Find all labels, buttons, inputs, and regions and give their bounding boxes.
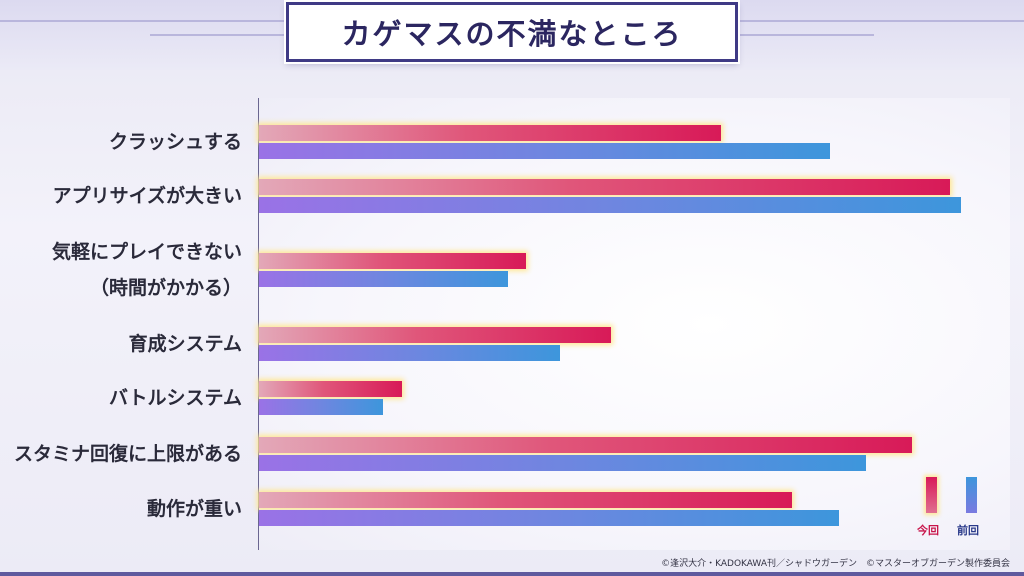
category-label: バトルシステム xyxy=(108,387,242,409)
bar-previous xyxy=(259,143,830,159)
bar-previous xyxy=(259,510,839,526)
legend-swatch-previous xyxy=(966,477,977,513)
header-decoration-right xyxy=(734,20,1024,22)
bar-current xyxy=(259,437,912,453)
category-label: 育成システム xyxy=(128,333,242,355)
bar-current xyxy=(259,327,611,343)
category-label: クラッシュする xyxy=(108,131,242,153)
header-decoration-left xyxy=(0,20,290,22)
bar-previous xyxy=(259,345,560,361)
header-decoration-right-2 xyxy=(734,34,874,36)
bar-current xyxy=(259,381,402,397)
copyright-notice: ©逢沢大介・KADOKAWA刊／シャドウガーデン ©マスターオブガーデン製作委員… xyxy=(661,559,1010,569)
bar-previous xyxy=(259,197,961,213)
title-box: カゲマスの不満なところ xyxy=(286,2,738,62)
category-label: 気軽にプレイできない （時間がかかる） xyxy=(51,241,242,299)
category-label: 動作が重い xyxy=(146,498,242,520)
header-decoration-left-2 xyxy=(150,34,290,36)
chart-title: カゲマスの不満なところ xyxy=(341,17,683,51)
legend-label-previous: 前回 xyxy=(957,524,979,537)
y-axis-line xyxy=(258,98,259,550)
bar-current xyxy=(259,179,950,195)
category-label: スタミナ回復に上限がある xyxy=(13,443,242,465)
category-label: アプリサイズが大きい xyxy=(52,185,242,207)
legend-label-current: 今回 xyxy=(917,524,939,537)
bar-current xyxy=(259,492,792,508)
bar-current xyxy=(259,125,721,141)
bar-current xyxy=(259,253,526,269)
bar-previous xyxy=(259,399,383,415)
legend-swatch-current xyxy=(926,477,937,513)
bottom-band xyxy=(0,572,1024,576)
bar-previous xyxy=(259,271,508,287)
bar-previous xyxy=(259,455,866,471)
plot-area xyxy=(258,98,1010,550)
